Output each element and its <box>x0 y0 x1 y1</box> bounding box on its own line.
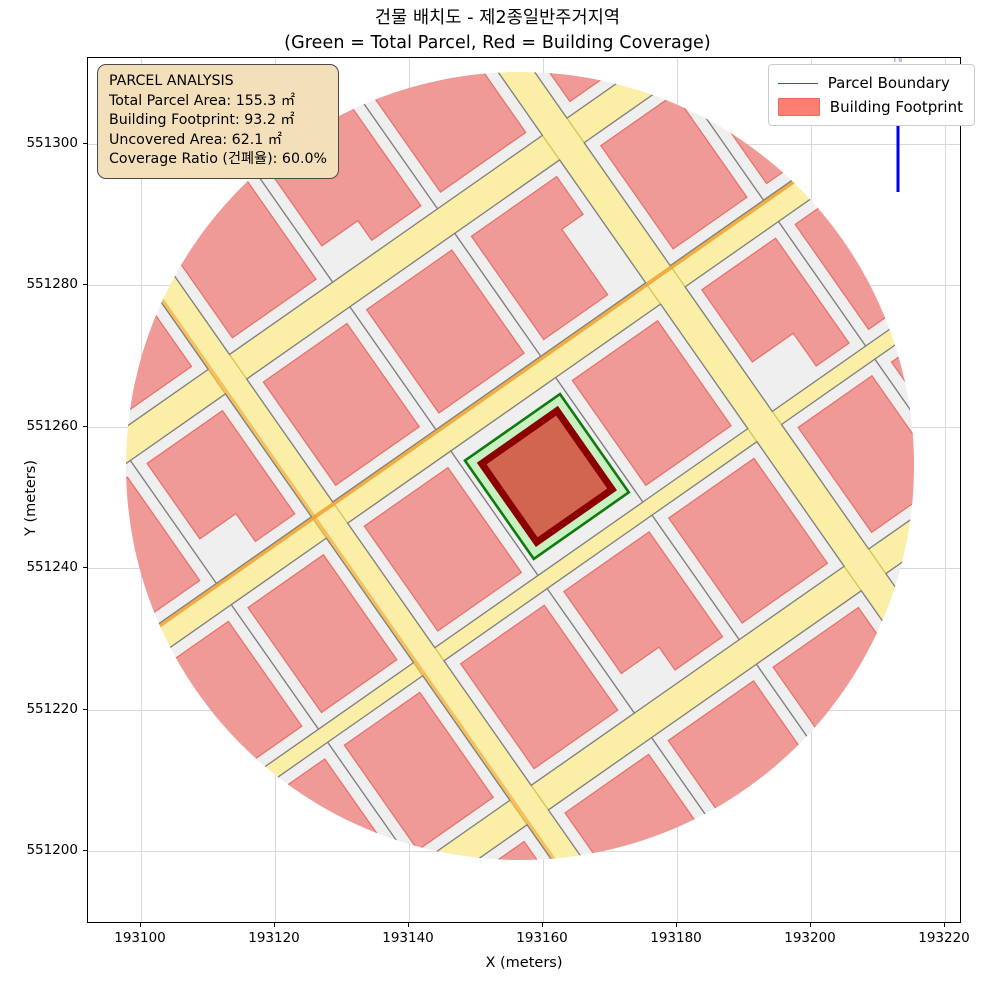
building-footprint-text: Building Footprint: 93.2 ㎡ <box>109 112 295 129</box>
xtick-label: 193220 <box>918 930 970 946</box>
chart-title-line1: 건물 배치도 - 제2종일반주거지역 <box>374 8 621 28</box>
xtick-mark <box>944 923 945 927</box>
ytick-label: 551280 <box>26 276 78 292</box>
xtick-mark <box>140 923 141 927</box>
map-legend: Parcel Boundary Building Footprint <box>767 64 975 126</box>
building-footprint-swatch-icon <box>777 98 820 116</box>
xtick-label: 193100 <box>114 930 166 946</box>
ytick-label: 551240 <box>26 559 78 575</box>
xtick-mark <box>676 923 677 927</box>
ytick-mark <box>83 709 87 710</box>
ytick-mark <box>83 567 87 568</box>
xtick-label: 193180 <box>650 930 702 946</box>
xtick-label: 193140 <box>382 930 434 946</box>
ytick-mark <box>83 284 87 285</box>
basemap-layers <box>126 72 914 860</box>
xtick-mark <box>408 923 409 927</box>
subject-building-polygon <box>476 405 617 548</box>
x-axis-label: X (meters) <box>485 955 563 971</box>
parcel-analysis-box: PARCEL ANALYSIS Total Parcel Area: 155.3… <box>97 64 340 179</box>
svg-text:N: N <box>893 58 903 66</box>
subject-parcel <box>463 392 631 561</box>
xtick-mark <box>274 923 275 927</box>
parcel-analysis-heading: PARCEL ANALYSIS <box>109 73 234 89</box>
chart-title-line2: (Green = Total Parcel, Red = Building Co… <box>284 33 711 53</box>
map-axes: N <box>87 57 961 923</box>
ytick-mark <box>83 143 87 144</box>
uncovered-area-text: Uncovered Area: 62.1 ㎡ <box>109 131 282 148</box>
total-parcel-area-text: Total Parcel Area: 155.3 ㎡ <box>109 92 296 109</box>
legend-label-parcel-boundary: Parcel Boundary <box>827 74 950 92</box>
ytick-mark <box>83 850 87 851</box>
xtick-label: 193200 <box>784 930 836 946</box>
y-axis-label: Y (meters) <box>22 460 39 536</box>
ytick-label: 551260 <box>26 418 78 434</box>
ytick-label: 551220 <box>26 701 78 717</box>
ytick-mark <box>83 426 87 427</box>
ytick-label: 551200 <box>26 842 78 858</box>
legend-item-building-footprint: Building Footprint <box>777 95 963 119</box>
gridline-x <box>945 58 946 922</box>
legend-label-building-footprint: Building Footprint <box>829 98 963 116</box>
chart-title: 건물 배치도 - 제2종일반주거지역 (Green = Total Parcel… <box>0 6 995 56</box>
xtick-label: 193160 <box>516 930 568 946</box>
map-plot-area: N <box>88 58 960 922</box>
parcel-boundary-line-icon <box>777 76 818 91</box>
legend-item-parcel-boundary: Parcel Boundary <box>777 71 963 95</box>
xtick-label: 193120 <box>248 930 300 946</box>
xtick-mark <box>542 923 543 927</box>
xtick-mark <box>810 923 811 927</box>
ytick-label: 551300 <box>26 135 78 151</box>
coverage-ratio-text: Coverage Ratio (건폐율): 60.0% <box>109 151 328 168</box>
